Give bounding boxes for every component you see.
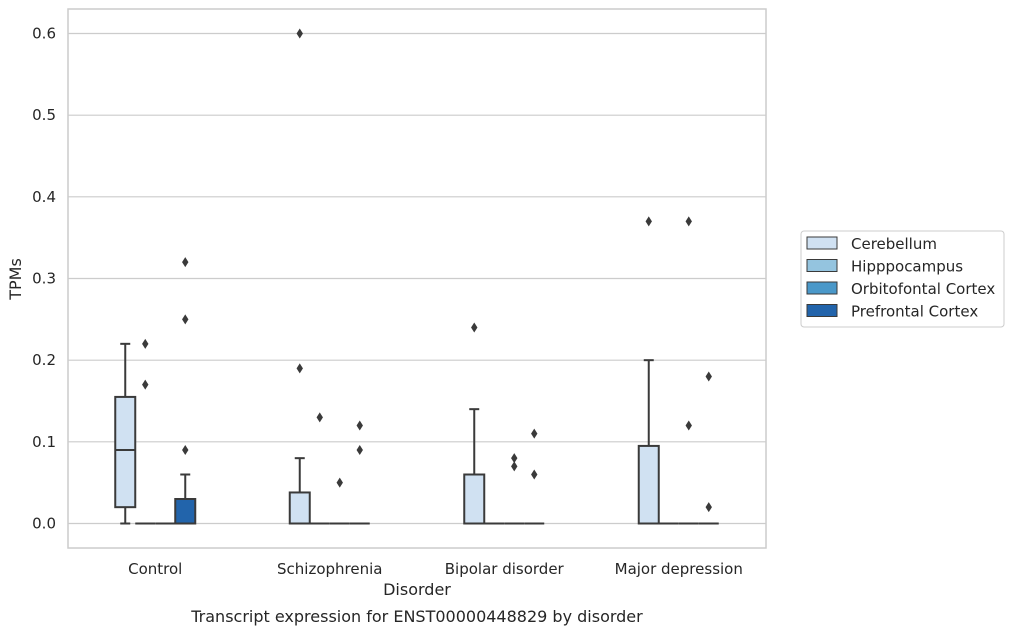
box-0-0: [114, 342, 137, 525]
outlier-point: [296, 363, 303, 374]
outlier-point: [356, 420, 363, 431]
legend-label: Cerebellum: [851, 235, 937, 253]
box-1-2: [329, 477, 350, 525]
box-1-3: [349, 420, 370, 525]
box-3-2: [678, 216, 699, 525]
chart-caption: Transcript expression for ENST0000044882…: [190, 607, 643, 626]
y-tick-label: 0.1: [32, 433, 56, 451]
x-tick-label: Schizophrenia: [277, 560, 382, 578]
outlier-point: [142, 379, 149, 390]
outlier-point: [296, 28, 303, 39]
legend-swatch: [806, 304, 838, 317]
outlier-point: [531, 428, 538, 439]
outlier-point: [685, 216, 692, 227]
box-2-3: [524, 428, 545, 525]
legend: Cerebellum Hipppocampus Orbitofontal Corte…: [800, 230, 1005, 328]
y-tick-label: 0.6: [32, 25, 56, 43]
legend-swatch: [806, 236, 838, 250]
y-tick-label: 0.0: [32, 515, 56, 533]
box-body: [114, 395, 137, 509]
outlier-point: [511, 453, 518, 464]
outlier-point: [705, 371, 712, 382]
outlier-point: [182, 445, 189, 455]
outlier-point: [645, 216, 652, 227]
box-body: [463, 473, 486, 525]
x-axis-ticks: Control Schizophrenia Bipolar disorder Majo…: [128, 560, 743, 578]
box-1-1: [309, 412, 330, 525]
y-tick-label: 0.5: [32, 106, 56, 124]
y-axis-title: TPMs: [6, 258, 25, 301]
legend-label: Orbitofontal Cortex: [851, 280, 995, 298]
plot-area-frame: [67, 8, 767, 549]
outlier-point: [471, 322, 478, 333]
boxes: [114, 28, 719, 525]
box-2-0: [463, 322, 486, 525]
grid-lines: [68, 32, 766, 525]
outlier-point: [531, 469, 538, 480]
y-tick-label: 0.4: [32, 188, 56, 206]
outlier-point: [316, 412, 323, 423]
legend-swatch: [806, 281, 838, 295]
outlier-point: [705, 502, 712, 513]
outlier-point: [356, 445, 363, 455]
legend-label: Hipppocampus: [851, 258, 963, 276]
box-0-3: [174, 257, 197, 525]
legend-swatch: [806, 259, 838, 272]
x-tick-label: Bipolar disorder: [445, 560, 565, 578]
x-tick-label: Major depression: [615, 560, 743, 578]
x-tick-label: Control: [128, 560, 182, 578]
box-0-1: [135, 338, 156, 525]
box-body: [174, 498, 197, 525]
outlier-point: [685, 420, 692, 431]
outlier-point: [336, 477, 343, 488]
y-axis-ticks: 0.0 0.1 0.2 0.3 0.4 0.5 0.6: [32, 25, 56, 533]
box-body: [288, 491, 311, 525]
outlier-point: [142, 338, 149, 349]
outlier-point: [511, 461, 518, 472]
legend-label: Prefrontal Cortex: [851, 303, 978, 321]
y-tick-label: 0.2: [32, 351, 56, 369]
box-3-3: [698, 371, 719, 525]
box-body: [637, 444, 660, 525]
box-2-2: [504, 453, 525, 525]
box-1-0: [288, 28, 311, 525]
outlier-point: [182, 314, 189, 325]
y-tick-label: 0.3: [32, 270, 56, 288]
outlier-point: [182, 257, 189, 268]
x-axis-title: Disorder: [383, 580, 451, 599]
box-3-0: [637, 216, 660, 525]
legend-frame: [800, 230, 1005, 328]
